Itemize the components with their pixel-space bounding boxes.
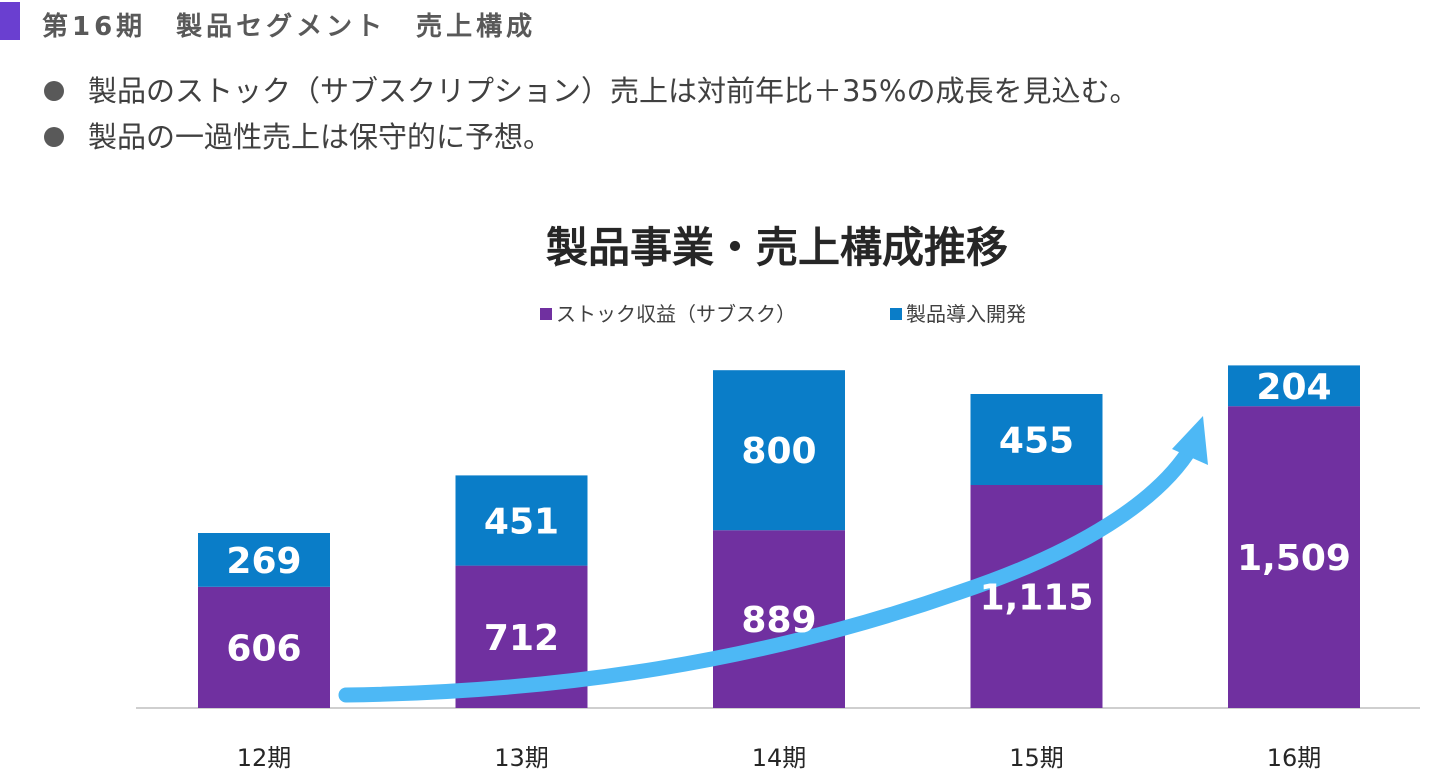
bullet-list: 製品のストック（サブスクリプション）売上は対前年比＋35%の成長を見込む。 製品… [44,68,1138,160]
x-tick-label: 16期 [1267,744,1322,772]
chart-title: 製品事業・売上構成推移 [545,223,1008,272]
data-label-onetime: 204 [1256,367,1331,408]
trend-arrow-shaft [338,438,1200,703]
legend-item-stock: ストック収益（サブスク） [540,298,796,327]
data-label-onetime: 800 [741,431,816,472]
data-label-stock: 606 [226,628,301,669]
bar-stock [970,485,1103,708]
data-label-onetime: 455 [999,421,1074,462]
legend-item-onetime: 製品導入開発 [890,298,1026,327]
bullet-dot-icon [44,127,64,147]
bar-stock [1228,406,1360,708]
bullet-item: 製品の一過性売上は保守的に予想。 [44,114,1138,160]
bar-onetime [1228,365,1360,407]
bullet-text: 製品のストック（サブスクリプション）売上は対前年比＋35%の成長を見込む。 [88,74,1139,108]
section-accent-bar [0,2,20,40]
data-label-stock: 1,509 [1237,538,1351,579]
data-label-stock: 1,115 [980,578,1094,619]
legend-swatch-onetime [890,308,902,320]
legend-label-onetime: 製品導入開発 [906,302,1026,326]
legend-label-stock: ストック収益（サブスク） [556,302,796,326]
bar-stock [713,530,845,708]
trend-arrow [338,416,1208,703]
bar-onetime [970,394,1103,485]
x-tick-label: 12期 [237,744,292,772]
trend-arrow-head [1172,416,1208,465]
legend-swatch-stock [540,308,552,320]
data-label-onetime: 269 [226,541,301,582]
bullet-text: 製品の一過性売上は保守的に予想。 [88,120,553,154]
bar-onetime [455,475,588,566]
x-tick-label: 15期 [1009,744,1064,772]
x-tick-label: 13期 [494,744,549,772]
section-title: 第16期 製品セグメント 売上構成 [42,12,537,42]
bullet-item: 製品のストック（サブスクリプション）売上は対前年比＋35%の成長を見込む。 [44,68,1138,114]
bullet-dot-icon [44,81,64,101]
data-label-stock: 712 [484,618,559,659]
bar-stock [198,586,330,708]
x-tick-label: 14期 [752,744,807,772]
data-label-onetime: 451 [484,502,559,543]
bar-onetime [713,370,845,531]
bar-onetime [198,533,330,587]
data-label-stock: 889 [741,600,816,641]
